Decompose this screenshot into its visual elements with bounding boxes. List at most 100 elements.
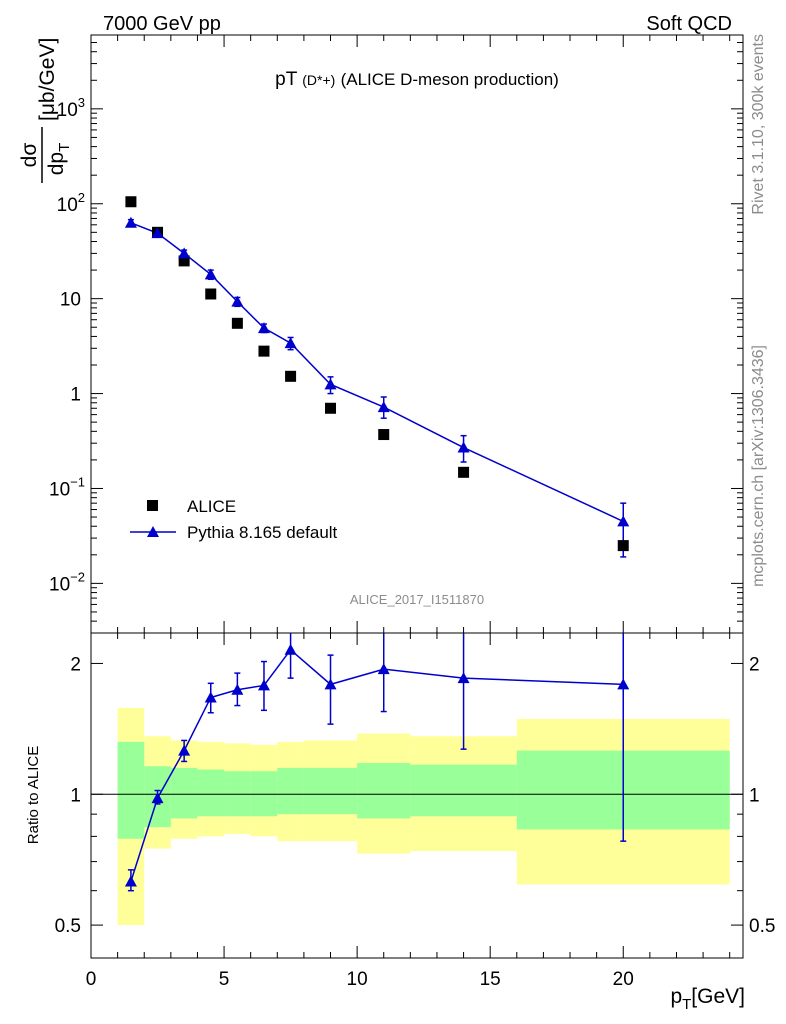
ratio-band-green [277, 767, 304, 815]
xlabel: pT[GeV] [670, 985, 745, 1013]
ratio-band-green [224, 771, 251, 817]
main-ylabel: dσ dpT [μb/GeV] [18, 38, 73, 183]
main-ytick-label: 102 [57, 190, 85, 216]
pythia-point [324, 378, 337, 390]
xlabel-sub: T [682, 996, 691, 1013]
ratio-ytick-label-right: 1 [749, 785, 760, 806]
ratio-band-green [117, 741, 145, 839]
analysis-id-label: ALICE_2017_I1511870 [350, 592, 484, 607]
main-plot-area [90, 34, 744, 634]
ratio-band-green [197, 769, 225, 817]
ratio-ylabel: Ratio to ALICE [25, 746, 42, 844]
main-ytick-label-exp: 3 [78, 95, 85, 110]
ratio-uncertainty-bands [117, 707, 730, 926]
legend-pythia-label: Pythia 8.165 default [187, 523, 338, 542]
pythia-line [130, 222, 624, 523]
main-series [124, 196, 630, 558]
header-process: Soft QCD [646, 13, 732, 35]
alice-point [231, 317, 243, 329]
ratio-band-green [357, 763, 411, 819]
ratio-band-green [170, 767, 198, 819]
pythia-point [457, 441, 470, 453]
main-ytick-label: 103 [57, 95, 85, 121]
alice-point [125, 196, 137, 208]
ratio-pythia-point [178, 744, 191, 756]
main-ytick-label: 10−1 [49, 474, 85, 500]
ratio-pythia-point [151, 792, 164, 804]
main-ytick-label-base: 10 [57, 195, 78, 216]
pythia-point [231, 295, 244, 307]
alice-point [325, 402, 337, 414]
xlabel-main: p [670, 985, 682, 1008]
pythia-point [284, 337, 297, 349]
alice-point [178, 255, 190, 267]
plot-title-sub: (D*+) [302, 72, 335, 88]
alice-point [617, 540, 629, 552]
plot-title-main: pT [275, 69, 298, 90]
ratio-ytick-label-left: 1 [70, 785, 81, 806]
ratio-band-green [250, 771, 278, 817]
main-ytick-label-base: 10 [57, 100, 78, 121]
legend-alice-marker [147, 500, 158, 511]
main-frame [90, 34, 744, 634]
main-ytick-label-exp: −2 [70, 569, 85, 584]
ratio-plot-area [90, 632, 744, 959]
rivet-version-label: Rivet 3.1.10, 300k events [750, 34, 767, 215]
xtick-label: 0 [86, 969, 97, 990]
main-ytick-label: 1 [70, 385, 81, 406]
header-energy: 7000 GeV pp [103, 13, 221, 35]
ratio-pythia-point [284, 643, 297, 655]
ratio-band-green [303, 767, 358, 815]
pythia-point [178, 247, 191, 259]
ratio-pythia-point [457, 672, 470, 684]
plot-title-rest: (ALICE D-meson production) [341, 70, 559, 89]
main-ylabel-num: dσ [18, 143, 41, 168]
legend-alice-label: ALICE [187, 497, 236, 516]
ratio-band-green [410, 764, 517, 817]
ratio-axis-ticks: 0.5 0.51 12 20 5 10 15 20 [55, 633, 775, 990]
xtick-label: 15 [480, 969, 501, 990]
xtick-label: 5 [219, 969, 230, 990]
main-ylabel-den-sub: T [56, 143, 73, 152]
pythia-point [204, 268, 217, 280]
ratio-frame [90, 632, 744, 959]
ratio-series [124, 633, 630, 892]
xtick-label: 20 [613, 969, 634, 990]
alice-point [378, 429, 390, 441]
ratio-pythia-point [124, 875, 137, 887]
pythia-point [151, 227, 164, 239]
main-ylabel-den-text: dp [45, 152, 68, 175]
ratio-ytick-label-left: 2 [70, 654, 81, 675]
mcplots-label: mcplots.cern.ch [arXiv:1306.3436] [750, 345, 767, 587]
main-ytick-label: 10−2 [49, 569, 85, 595]
ratio-ytick-label-right: 2 [749, 654, 760, 675]
pythia-point [617, 515, 630, 527]
ratio-ytick-label-right: 0.5 [749, 916, 775, 937]
legend-pythia-marker [147, 526, 159, 537]
ratio-ytick-label-left: 0.5 [55, 916, 81, 937]
alice-point [205, 288, 217, 300]
ratio-pythia-point [231, 683, 244, 695]
alice-point [458, 466, 470, 478]
pythia-point [124, 216, 137, 228]
ratio-pythia-point [324, 678, 337, 690]
xtick-label: 10 [347, 969, 368, 990]
main-ylabel-unit: [μb/GeV] [36, 38, 59, 121]
ratio-pythia-point [204, 691, 217, 703]
main-ytick-label-exp: 2 [78, 190, 85, 205]
pythia-point [377, 401, 390, 413]
plot-title: pT (D*+) (ALICE D-meson production) [275, 69, 559, 90]
xlabel-unit: [GeV] [691, 985, 745, 1008]
alice-point [258, 345, 270, 357]
main-ytick-label-base: 10 [49, 574, 70, 595]
alice-point [285, 370, 297, 382]
ratio-pythia-point [257, 679, 270, 691]
main-ylabel-den: dpT [45, 143, 73, 176]
pythia-point [257, 322, 270, 334]
main-ytick-label: 10 [60, 290, 81, 311]
main-ytick-label-base: 10 [49, 479, 70, 500]
main-ytick-label-exp: −1 [70, 474, 85, 489]
ratio-pythia-point [377, 663, 390, 675]
